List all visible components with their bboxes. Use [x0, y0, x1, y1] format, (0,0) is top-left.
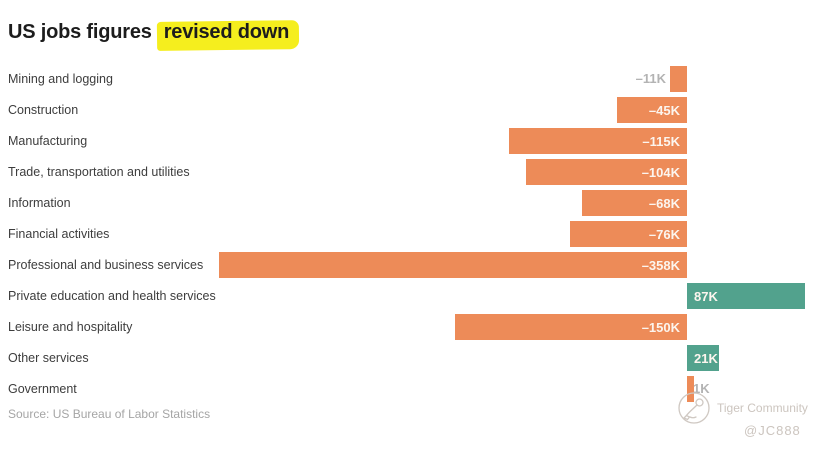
category-label: Other services	[8, 351, 89, 365]
bar-row: Information –68K	[0, 190, 813, 216]
category-label: Private education and health services	[8, 289, 216, 303]
bar-row: Manufacturing –115K	[0, 128, 813, 154]
bar: –115K	[509, 128, 687, 154]
chart-title: US jobs figures revised down	[8, 21, 297, 44]
bar: 87K	[687, 283, 805, 309]
category-label: Manufacturing	[8, 134, 88, 148]
bar-value-label: 87K	[694, 288, 718, 304]
bar-value-label: 21K	[694, 350, 718, 366]
source-note: Source: US Bureau of Labor Statistics	[8, 407, 211, 421]
title-plain: US jobs figures	[8, 21, 152, 43]
bar-value-label: –358K	[641, 257, 680, 273]
bar-row: Professional and business services –358K	[0, 252, 813, 278]
category-label: Trade, transportation and utilities	[8, 165, 190, 179]
category-label: Financial activities	[8, 227, 110, 241]
bar-value-label: –45K	[648, 102, 680, 118]
watermark-handle: @JC888	[744, 423, 801, 438]
category-label: Information	[8, 196, 71, 210]
bar-chart: Mining and logging –11K Construction –45…	[0, 66, 813, 407]
bar-value-label: –104K	[641, 164, 680, 180]
bar-row: Government 1K	[0, 376, 813, 402]
bar-row: Leisure and hospitality –150K	[0, 314, 813, 340]
category-label: Construction	[8, 103, 79, 117]
bar: 21K	[687, 345, 720, 371]
bar-row: Other services 21K	[0, 345, 813, 371]
bar: –76K	[569, 221, 687, 247]
bar-row: Private education and health services 87…	[0, 283, 813, 309]
category-label: Professional and business services	[8, 258, 204, 272]
bar-row: Mining and logging –11K	[0, 66, 813, 92]
bar-value-label: –76K	[648, 226, 680, 242]
tiger-community-logo-icon	[678, 392, 710, 424]
bar-value-label: –115K	[642, 133, 680, 149]
bar-row: Financial activities –76K	[0, 221, 813, 247]
bar: –104K	[526, 159, 687, 185]
watermark-name: Tiger Community	[717, 401, 808, 415]
category-label: Government	[8, 382, 77, 396]
bar-value-label: 1K	[693, 381, 710, 396]
bar-value-label: –11K	[635, 71, 666, 86]
bar: –45K	[617, 97, 687, 123]
title-highlight: revised down	[157, 20, 297, 45]
bar: –68K	[581, 190, 687, 216]
bar: –358K	[219, 252, 687, 278]
category-label: Mining and logging	[8, 72, 113, 86]
bar-row: Trade, transportation and utilities –104…	[0, 159, 813, 185]
category-label: Leisure and hospitality	[8, 320, 133, 334]
bar-row: Construction –45K	[0, 97, 813, 123]
bar	[687, 376, 694, 402]
bar: –150K	[455, 314, 687, 340]
bar	[670, 66, 687, 92]
bar-value-label: –68K	[648, 195, 680, 211]
bar-value-label: –150K	[641, 319, 680, 335]
watermark: Tiger Community	[676, 390, 808, 426]
